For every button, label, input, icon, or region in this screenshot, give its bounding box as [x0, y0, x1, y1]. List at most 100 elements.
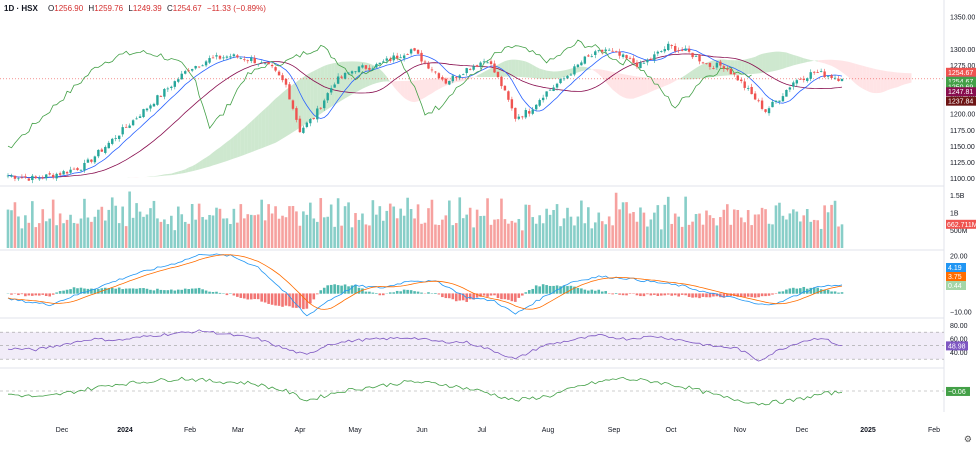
- candle-body: [309, 119, 312, 124]
- candle-body: [34, 176, 37, 179]
- volume-bar: [712, 218, 715, 248]
- volume-bar: [65, 219, 69, 248]
- volume-bar: [253, 215, 257, 248]
- macd-badge: [946, 281, 966, 290]
- candle-body: [17, 178, 20, 180]
- macd-histogram-bar: [750, 293, 753, 298]
- volume-bar: [587, 207, 590, 248]
- candle-body: [806, 78, 809, 81]
- symbol-label[interactable]: 1D · HSX: [4, 4, 38, 13]
- candle-body: [152, 103, 156, 107]
- candle-body: [708, 62, 712, 67]
- candle-body: [785, 89, 788, 97]
- candle-body: [760, 100, 764, 109]
- macd-histogram-bar: [274, 293, 277, 306]
- price-badge: [946, 87, 976, 97]
- ichimoku-cloud-segment: [167, 173, 172, 176]
- macd-histogram-bar: [691, 293, 694, 298]
- macd-histogram-bar: [604, 291, 607, 294]
- candle-body: [559, 78, 562, 84]
- ichimoku-cloud-segment: [775, 51, 780, 71]
- macd-histogram-bar: [180, 289, 184, 294]
- ichimoku-cloud-segment: [779, 51, 783, 70]
- candle-body: [329, 88, 333, 93]
- volume-bar: [392, 206, 396, 248]
- ichimoku-cloud-segment: [696, 65, 700, 79]
- macd-line: [7, 253, 843, 317]
- low-value: L1249.39: [128, 4, 162, 13]
- macd-histogram-bar: [319, 290, 323, 294]
- volume-bar: [694, 214, 698, 248]
- macd-histogram-bar: [576, 287, 580, 294]
- ichimoku-cloud-segment: [789, 53, 794, 67]
- macd-histogram-bar: [267, 293, 270, 304]
- macd-histogram-bar: [357, 287, 361, 294]
- volume-bar: [58, 213, 62, 248]
- candle-body: [517, 116, 521, 119]
- ichimoku-cloud-segment: [261, 108, 266, 149]
- ichimoku-cloud-segment: [567, 68, 571, 77]
- volume-bar: [701, 224, 705, 248]
- candle-body: [715, 62, 719, 68]
- volume-bar: [795, 211, 799, 248]
- candle-body: [489, 61, 493, 65]
- price-badge: [946, 67, 976, 77]
- ichimoku-cloud-segment: [557, 71, 561, 79]
- volume-bar: [767, 223, 771, 248]
- ichimoku-cloud-segment: [181, 169, 186, 174]
- candle-body: [343, 72, 347, 79]
- volume-bar: [37, 223, 41, 248]
- candle-body: [392, 55, 395, 61]
- candle-body: [632, 58, 635, 63]
- candle-body: [208, 58, 211, 63]
- candle-body: [76, 168, 79, 171]
- time-axis-label: Nov: [734, 427, 747, 434]
- candle-body: [319, 107, 322, 109]
- ichimoku-cloud-segment: [185, 167, 189, 173]
- ichimoku-cloud-segment: [602, 69, 606, 82]
- ichimoku-cloud-segment: [251, 118, 255, 153]
- price-tick-label: 1275.00: [950, 63, 975, 70]
- volume-bar: [302, 211, 305, 248]
- ichimoku-cloud-segment: [153, 175, 158, 177]
- candle-body: [97, 149, 100, 157]
- ichimoku-cloud-segment: [661, 78, 665, 88]
- candle-body: [462, 74, 465, 76]
- candle-body: [576, 64, 580, 68]
- macd-histogram-bar: [437, 293, 441, 295]
- ichimoku-cloud-segment: [765, 52, 770, 73]
- candle-body: [86, 159, 90, 163]
- candle-body: [771, 101, 774, 108]
- settings-gear-icon[interactable]: ⚙: [963, 434, 972, 444]
- volume-bar: [687, 224, 691, 248]
- candle-body: [635, 62, 639, 67]
- candle-body: [270, 64, 274, 67]
- ichimoku-cloud-segment: [630, 75, 634, 99]
- oscillator-line: [8, 376, 843, 406]
- ichimoku-cloud-segment: [265, 105, 269, 147]
- macd-histogram-bar: [44, 293, 48, 297]
- volume-bar: [541, 223, 545, 248]
- macd-histogram-bar: [183, 288, 187, 294]
- candle-body: [434, 71, 437, 73]
- ichimoku-cloud-segment: [477, 73, 481, 78]
- volume-bar: [371, 200, 375, 248]
- candle-body: [72, 168, 76, 170]
- macd-histogram-bar: [566, 286, 569, 294]
- candle-body: [41, 177, 44, 179]
- volume-bar: [402, 215, 406, 248]
- volume-bar: [117, 223, 121, 248]
- volume-bar: [277, 218, 281, 248]
- volume-bar: [305, 214, 309, 248]
- time-axis-label: 2025: [860, 427, 876, 434]
- ichimoku-cloud-segment: [699, 64, 703, 79]
- macd-histogram-bar: [55, 292, 58, 294]
- time-axis-label: Feb: [184, 427, 196, 434]
- ichimoku-cloud-segment: [859, 64, 863, 89]
- tenkan-line: [8, 48, 843, 179]
- candle-body: [840, 78, 844, 82]
- ichimoku-cloud-segment: [539, 68, 544, 79]
- macd-histogram-bar: [548, 285, 552, 294]
- volume-bar: [295, 211, 298, 248]
